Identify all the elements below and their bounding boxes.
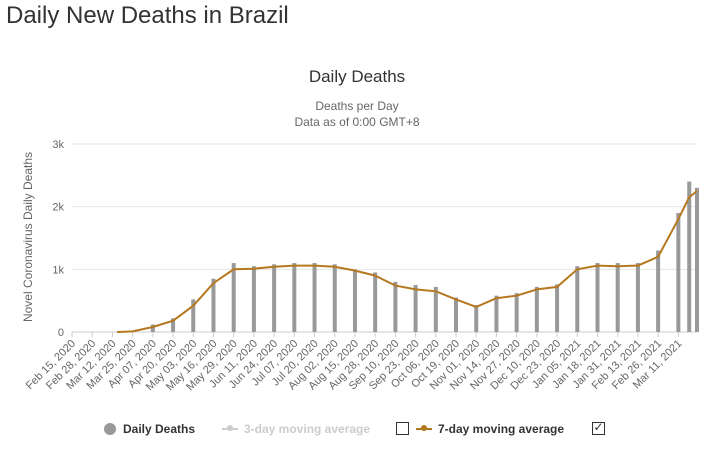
checkmark-icon: ✓	[593, 420, 604, 434]
page-heading: Daily New Deaths in Brazil	[6, 2, 289, 29]
daily-deaths-bar	[312, 263, 317, 332]
chart-title: Daily Deaths	[309, 67, 405, 86]
checkbox-3-day-ma[interactable]	[396, 422, 409, 435]
legend-marker-3-day-ma	[222, 425, 238, 431]
daily-deaths-bar	[695, 187, 699, 332]
daily-deaths-bar	[555, 284, 560, 332]
chart-subtitle-line-1: Deaths per Day	[315, 99, 398, 113]
daily-deaths-bar	[514, 293, 519, 332]
ma7-line	[117, 190, 698, 333]
daily-deaths-bar	[474, 305, 479, 332]
y-tick-label: 1k	[52, 264, 64, 276]
legend-item-daily-deaths[interactable]: Daily Deaths	[104, 414, 195, 444]
daily-deaths-bar	[211, 278, 216, 332]
chart-legend: Daily Deaths 3-day moving average 7-day …	[0, 414, 702, 444]
daily-deaths-bar	[635, 263, 640, 332]
daily-deaths-bar	[534, 286, 539, 332]
daily-deaths-bar	[615, 263, 620, 332]
daily-deaths-bar	[687, 181, 692, 332]
y-tick-label: 0	[58, 327, 64, 339]
daily-deaths-bar	[575, 266, 580, 332]
daily-deaths-bar	[171, 318, 176, 332]
daily-deaths-bar	[150, 324, 155, 332]
legend-label-7-day-ma: 7-day moving average	[438, 422, 565, 436]
daily-deaths-bar	[191, 299, 196, 332]
daily-deaths-bar	[393, 281, 398, 332]
daily-deaths-bar	[251, 266, 256, 332]
chart-subtitle-line-2: Data as of 0:00 GMT+8	[294, 115, 419, 129]
daily-deaths-bar	[272, 264, 277, 332]
daily-deaths-bar	[292, 263, 297, 332]
legend-label-3-day-ma: 3-day moving average	[244, 422, 371, 436]
y-axis-title: Novel Coronavirus Daily Deaths	[21, 152, 35, 322]
daily-deaths-bar	[231, 263, 236, 332]
daily-deaths-bar	[454, 297, 459, 332]
legend-item-7-day-ma[interactable]: 7-day moving average	[416, 414, 564, 444]
daily-deaths-bar	[413, 285, 418, 332]
daily-deaths-bar	[656, 250, 661, 332]
legend-item-3-day-ma[interactable]: 3-day moving average	[222, 414, 370, 444]
daily-deaths-bar	[373, 272, 378, 332]
y-tick-label: 2k	[52, 202, 64, 214]
daily-deaths-bar	[352, 269, 357, 332]
legend-marker-daily-deaths	[104, 423, 116, 435]
daily-deaths-bar	[595, 263, 600, 332]
daily-deaths-bar	[494, 295, 499, 332]
legend-marker-7-day-ma	[416, 425, 432, 431]
y-tick-label: 3k	[52, 139, 64, 151]
checkbox-7-day-ma[interactable]: ✓	[592, 420, 605, 435]
legend-label-daily-deaths: Daily Deaths	[123, 422, 196, 436]
daily-deaths-bar	[332, 264, 337, 332]
daily-deaths-bar	[676, 212, 681, 332]
daily-deaths-bar	[433, 286, 438, 332]
